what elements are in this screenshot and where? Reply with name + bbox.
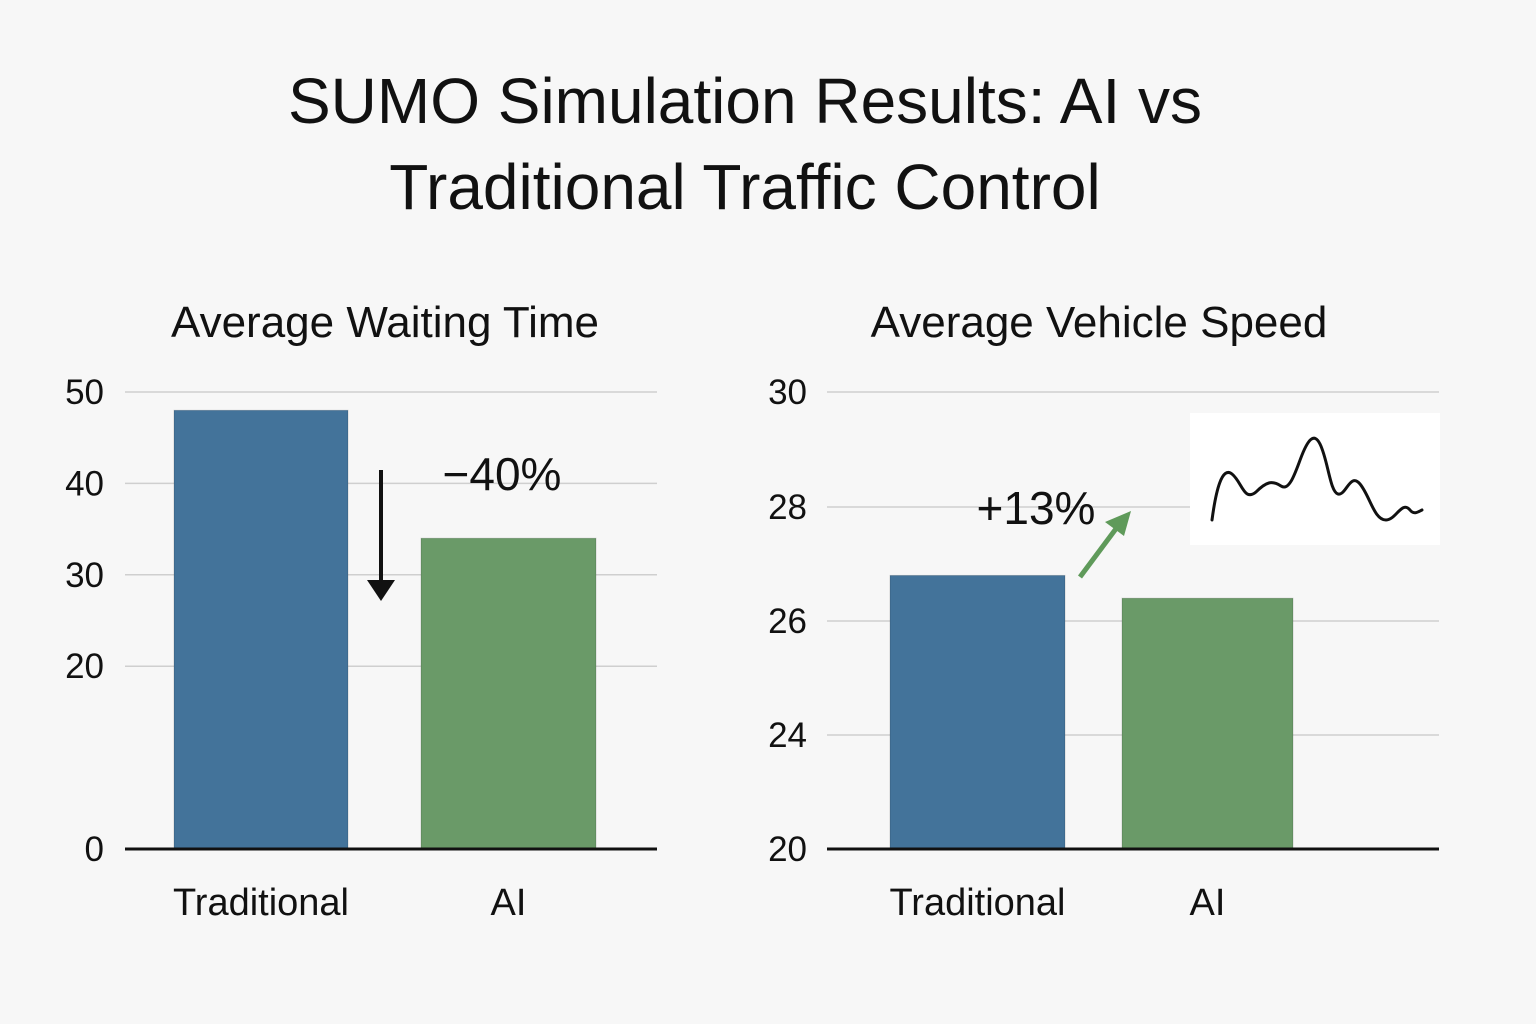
change-annotation: +13% <box>977 482 1096 534</box>
bar-traditional <box>889 574 1066 850</box>
x-category-label: Traditional <box>889 882 1065 924</box>
down-arrow-head <box>367 580 395 601</box>
inset-sparkline <box>1210 436 1424 522</box>
up-arrow-head <box>1105 511 1131 536</box>
title-line-1: SUMO Simulation Results: AI vs <box>287 65 1203 137</box>
y-tick-label: 26 <box>768 602 807 641</box>
x-category-label: AI <box>491 882 527 924</box>
bar-ai <box>420 537 597 850</box>
inset-panel <box>1190 413 1440 545</box>
x-category-label: AI <box>1190 882 1226 924</box>
y-tick-label: 24 <box>768 716 807 755</box>
title-line-2: Traditional Traffic Control <box>389 151 1101 223</box>
y-tick-label: 20 <box>65 647 104 686</box>
chart-title: Average Waiting Time <box>171 298 599 347</box>
bar-ai <box>1121 597 1294 850</box>
y-tick-label: 30 <box>65 556 104 595</box>
change-annotation: −40% <box>443 448 562 500</box>
y-tick-label: 50 <box>65 373 104 412</box>
up-arrow-shaft <box>1077 524 1121 579</box>
y-tick-label: 20 <box>768 830 807 869</box>
bar-traditional <box>173 409 349 850</box>
vehicle-speed-chart: Average Vehicle Speed 20 24 26 28 30 Tradition… <box>768 298 1440 924</box>
chart-title: Average Vehicle Speed <box>871 298 1328 347</box>
page-title: SUMO Simulation Results: AI vs Tradition… <box>0 58 1490 230</box>
y-tick-label: 40 <box>65 464 104 503</box>
y-tick-label: 0 <box>85 830 104 869</box>
y-tick-label: 30 <box>768 373 807 412</box>
y-tick-label: 28 <box>768 488 807 527</box>
waiting-time-chart: Average Waiting Time 0 20 30 40 50 Traditional… <box>65 298 657 924</box>
x-category-label: Traditional <box>173 882 349 924</box>
